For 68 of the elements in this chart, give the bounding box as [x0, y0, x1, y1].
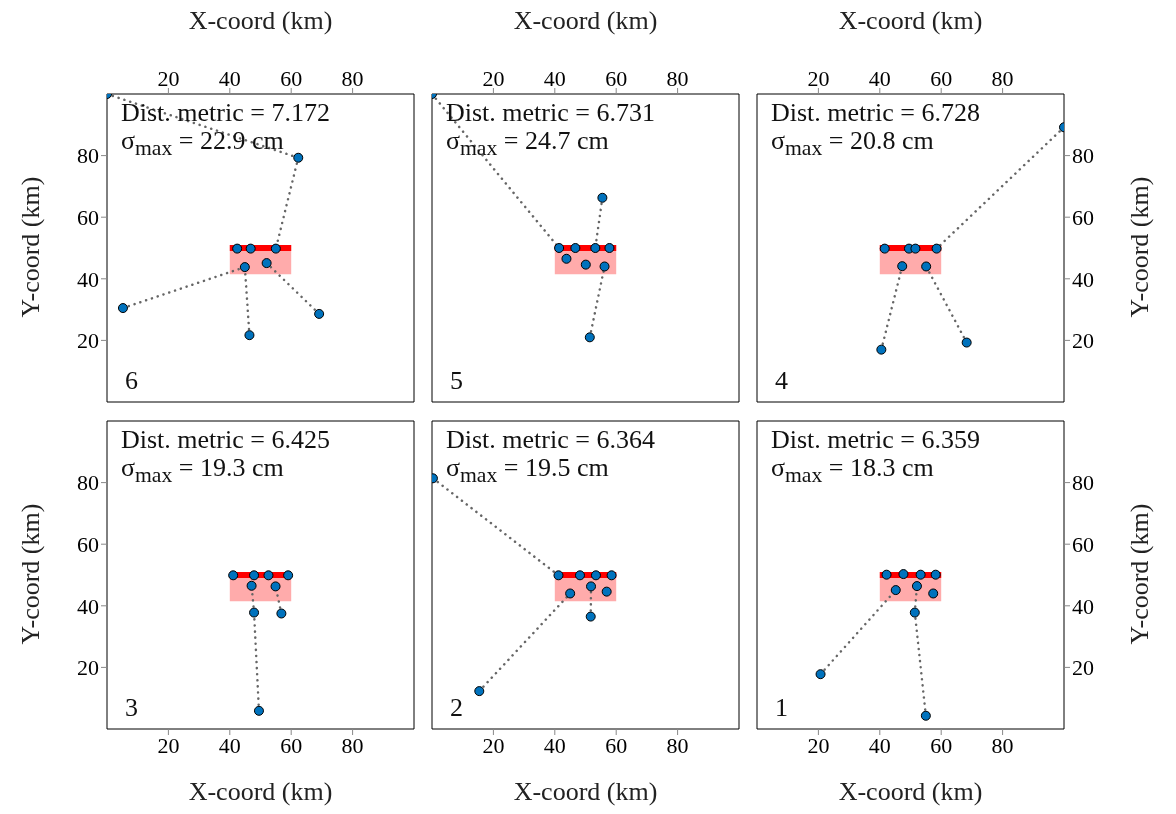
annotation: Dist. metric = 6.425 — [121, 425, 330, 455]
x-axis-title: X-coord (km) — [837, 777, 984, 807]
x-tick-label: 60 — [280, 732, 303, 758]
x-axis-title: X-coord (km) — [837, 6, 984, 36]
annotation: σ$_{max}$ = 22.9 cm — [121, 126, 284, 162]
x-tick-label: 60 — [930, 732, 953, 758]
y-tick-label: 20 — [1072, 655, 1094, 681]
annotation: σ$_{max}$ = 18.3 cm — [771, 453, 934, 489]
annotation: Dist. metric = 6.731 — [446, 98, 655, 128]
annotation: σ$_{max}$ = 19.5 cm — [446, 453, 609, 489]
annotation: σ$_{max}$ = 19.3 cm — [121, 453, 284, 489]
x-tick-label: 80 — [341, 66, 364, 91]
annotation: Dist. metric = 7.172 — [121, 98, 330, 128]
y-tick-label: 20 — [77, 655, 99, 681]
annotation: Dist. metric = 6.364 — [446, 425, 655, 455]
y-tick-label: 40 — [1072, 266, 1094, 292]
x-tick-label: 60 — [605, 732, 628, 758]
y-axis-title: Y-coord (km) — [16, 175, 46, 320]
annotation: 6 — [125, 366, 138, 396]
y-tick-label: 20 — [77, 328, 99, 354]
y-tick-label: 40 — [1072, 593, 1094, 619]
x-axis-title: X-coord (km) — [187, 6, 334, 36]
x-axis-title: X-coord (km) — [512, 6, 659, 36]
x-tick-label: 60 — [280, 66, 303, 91]
y-tick-label: 60 — [1072, 532, 1094, 558]
y-axis-title: Y-coord (km) — [1125, 502, 1155, 647]
y-tick-label: 40 — [77, 593, 99, 619]
y-tick-label: 60 — [1072, 205, 1094, 231]
annotation: Dist. metric = 6.728 — [771, 98, 980, 128]
annotation: 3 — [125, 693, 138, 723]
x-tick-label: 40 — [543, 732, 566, 758]
annotation: 5 — [450, 366, 463, 396]
x-tick-label: 80 — [341, 732, 364, 758]
y-axis-title: Y-coord (km) — [16, 502, 46, 647]
y-axis-title: Y-coord (km) — [1125, 175, 1155, 320]
x-tick-label: 20 — [482, 732, 505, 758]
x-tick-label: 40 — [543, 66, 566, 91]
y-tick-label: 60 — [77, 205, 99, 231]
x-tick-label: 20 — [157, 66, 180, 91]
y-tick-label: 20 — [1072, 328, 1094, 354]
x-tick-label: 60 — [605, 66, 628, 91]
y-tick-label: 80 — [77, 470, 99, 496]
y-tick-label: 60 — [77, 532, 99, 558]
x-tick-label: 80 — [991, 732, 1014, 758]
x-tick-label: 80 — [666, 732, 689, 758]
annotation: σ$_{max}$ = 24.7 cm — [446, 126, 609, 162]
x-tick-label: 40 — [868, 66, 891, 91]
x-tick-label: 40 — [218, 732, 241, 758]
annotation: 1 — [775, 693, 788, 723]
annotation: σ$_{max}$ = 20.8 cm — [771, 126, 934, 162]
x-axis-title: X-coord (km) — [512, 777, 659, 807]
y-tick-label: 80 — [1072, 470, 1094, 496]
annotation: Dist. metric = 6.359 — [771, 425, 980, 455]
x-tick-label: 20 — [482, 66, 505, 91]
y-tick-label: 40 — [77, 266, 99, 292]
y-tick-label: 80 — [77, 143, 99, 169]
annotation: 2 — [450, 693, 463, 723]
x-tick-label: 20 — [807, 732, 830, 758]
annotation: 4 — [775, 366, 788, 396]
x-tick-label: 60 — [930, 66, 953, 91]
x-tick-label: 20 — [157, 732, 180, 758]
x-tick-label: 80 — [666, 66, 689, 91]
x-axis-title: X-coord (km) — [187, 777, 334, 807]
x-tick-label: 80 — [991, 66, 1014, 91]
y-tick-label: 80 — [1072, 143, 1094, 169]
x-tick-label: 20 — [807, 66, 830, 91]
x-tick-label: 40 — [868, 732, 891, 758]
x-tick-label: 40 — [218, 66, 241, 91]
